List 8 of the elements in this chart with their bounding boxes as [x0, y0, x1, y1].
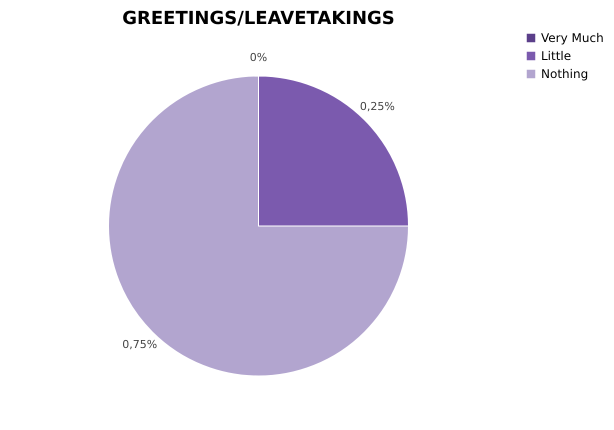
text: 0% — [250, 51, 268, 64]
data-label: 0,25% — [360, 100, 395, 114]
pie-slice — [108, 76, 409, 376]
legend-label: Little — [541, 49, 572, 63]
data-label: 0,75% — [122, 338, 158, 351]
chart-title: GREETINGS/LEAVETAKINGS — [122, 8, 395, 29]
legend-label: Nothing — [541, 67, 588, 81]
legend-label: Very Much — [541, 31, 604, 45]
